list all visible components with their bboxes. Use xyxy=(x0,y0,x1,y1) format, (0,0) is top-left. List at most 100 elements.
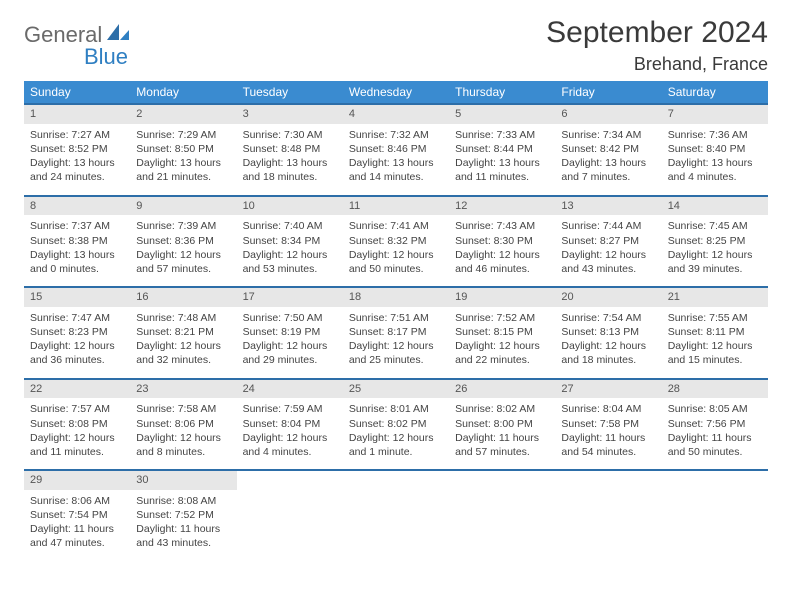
sunrise-line: Sunrise: 7:47 AM xyxy=(30,311,124,325)
sunrise-line: Sunrise: 7:27 AM xyxy=(30,128,124,142)
sunrise-line: Sunrise: 7:40 AM xyxy=(243,219,337,233)
calendar-day: 13Sunrise: 7:44 AMSunset: 8:27 PMDayligh… xyxy=(555,196,661,288)
calendar-day: 14Sunrise: 7:45 AMSunset: 8:25 PMDayligh… xyxy=(662,196,768,288)
calendar-week: 22Sunrise: 7:57 AMSunset: 8:08 PMDayligh… xyxy=(24,379,768,471)
daylight-line: and 53 minutes. xyxy=(243,262,337,276)
daylight-line: and 15 minutes. xyxy=(668,353,762,367)
sunset-line: Sunset: 7:52 PM xyxy=(136,508,230,522)
calendar-day: 17Sunrise: 7:50 AMSunset: 8:19 PMDayligh… xyxy=(237,287,343,379)
calendar-day: .. xyxy=(449,470,555,561)
daylight-line: Daylight: 12 hours xyxy=(349,431,443,445)
sunset-line: Sunset: 8:46 PM xyxy=(349,142,443,156)
daylight-line: Daylight: 11 hours xyxy=(561,431,655,445)
calendar-day: 10Sunrise: 7:40 AMSunset: 8:34 PMDayligh… xyxy=(237,196,343,288)
location: Brehand, France xyxy=(546,54,768,75)
calendar-day: 16Sunrise: 7:48 AMSunset: 8:21 PMDayligh… xyxy=(130,287,236,379)
day-body: Sunrise: 7:34 AMSunset: 8:42 PMDaylight:… xyxy=(555,124,661,195)
daylight-line: and 1 minute. xyxy=(349,445,443,459)
calendar-day: .. xyxy=(237,470,343,561)
day-body: Sunrise: 7:29 AMSunset: 8:50 PMDaylight:… xyxy=(130,124,236,195)
calendar-day: 3Sunrise: 7:30 AMSunset: 8:48 PMDaylight… xyxy=(237,104,343,196)
sunrise-line: Sunrise: 7:33 AM xyxy=(455,128,549,142)
daylight-line: and 18 minutes. xyxy=(243,170,337,184)
daylight-line: and 50 minutes. xyxy=(668,445,762,459)
daylight-line: Daylight: 12 hours xyxy=(243,248,337,262)
daylight-line: Daylight: 13 hours xyxy=(561,156,655,170)
day-body: Sunrise: 7:43 AMSunset: 8:30 PMDaylight:… xyxy=(449,215,555,286)
calendar-day: 4Sunrise: 7:32 AMSunset: 8:46 PMDaylight… xyxy=(343,104,449,196)
day-number: 14 xyxy=(662,197,768,216)
daylight-line: and 4 minutes. xyxy=(668,170,762,184)
day-number: 22 xyxy=(24,380,130,399)
title-block: September 2024 Brehand, France xyxy=(546,16,768,75)
sunset-line: Sunset: 8:42 PM xyxy=(561,142,655,156)
calendar-day: 21Sunrise: 7:55 AMSunset: 8:11 PMDayligh… xyxy=(662,287,768,379)
daylight-line: and 18 minutes. xyxy=(561,353,655,367)
daylight-line: Daylight: 12 hours xyxy=(243,431,337,445)
day-number: 9 xyxy=(130,197,236,216)
calendar-day: 7Sunrise: 7:36 AMSunset: 8:40 PMDaylight… xyxy=(662,104,768,196)
day-body: Sunrise: 7:45 AMSunset: 8:25 PMDaylight:… xyxy=(662,215,768,286)
day-number: 3 xyxy=(237,105,343,124)
day-body: Sunrise: 7:41 AMSunset: 8:32 PMDaylight:… xyxy=(343,215,449,286)
daylight-line: Daylight: 11 hours xyxy=(136,522,230,536)
sunset-line: Sunset: 8:23 PM xyxy=(30,325,124,339)
calendar-day: 1Sunrise: 7:27 AMSunset: 8:52 PMDaylight… xyxy=(24,104,130,196)
sunrise-line: Sunrise: 7:36 AM xyxy=(668,128,762,142)
sunset-line: Sunset: 8:40 PM xyxy=(668,142,762,156)
sunrise-line: Sunrise: 8:04 AM xyxy=(561,402,655,416)
day-body: Sunrise: 7:52 AMSunset: 8:15 PMDaylight:… xyxy=(449,307,555,378)
daylight-line: Daylight: 13 hours xyxy=(136,156,230,170)
daylight-line: and 11 minutes. xyxy=(30,445,124,459)
daylight-line: and 11 minutes. xyxy=(455,170,549,184)
daylight-line: and 39 minutes. xyxy=(668,262,762,276)
daylight-line: and 50 minutes. xyxy=(349,262,443,276)
daylight-line: and 0 minutes. xyxy=(30,262,124,276)
day-body: Sunrise: 8:04 AMSunset: 7:58 PMDaylight:… xyxy=(555,398,661,469)
day-number: 8 xyxy=(24,197,130,216)
calendar-day: 19Sunrise: 7:52 AMSunset: 8:15 PMDayligh… xyxy=(449,287,555,379)
sunrise-line: Sunrise: 7:58 AM xyxy=(136,402,230,416)
day-body: Sunrise: 8:06 AMSunset: 7:54 PMDaylight:… xyxy=(24,490,130,561)
calendar-day: 15Sunrise: 7:47 AMSunset: 8:23 PMDayligh… xyxy=(24,287,130,379)
sunrise-line: Sunrise: 8:05 AM xyxy=(668,402,762,416)
day-number: 4 xyxy=(343,105,449,124)
day-number: 12 xyxy=(449,197,555,216)
day-body: Sunrise: 7:51 AMSunset: 8:17 PMDaylight:… xyxy=(343,307,449,378)
header: General Blue September 2024 Brehand, Fra… xyxy=(24,16,768,75)
sunset-line: Sunset: 8:11 PM xyxy=(668,325,762,339)
calendar-day: 20Sunrise: 7:54 AMSunset: 8:13 PMDayligh… xyxy=(555,287,661,379)
daylight-line: and 24 minutes. xyxy=(30,170,124,184)
day-number: 24 xyxy=(237,380,343,399)
sunrise-line: Sunrise: 7:39 AM xyxy=(136,219,230,233)
day-body: Sunrise: 7:40 AMSunset: 8:34 PMDaylight:… xyxy=(237,215,343,286)
daylight-line: Daylight: 12 hours xyxy=(455,248,549,262)
sunset-line: Sunset: 8:19 PM xyxy=(243,325,337,339)
daylight-line: and 57 minutes. xyxy=(136,262,230,276)
calendar-day: 26Sunrise: 8:02 AMSunset: 8:00 PMDayligh… xyxy=(449,379,555,471)
calendar-day: 24Sunrise: 7:59 AMSunset: 8:04 PMDayligh… xyxy=(237,379,343,471)
day-body: Sunrise: 7:37 AMSunset: 8:38 PMDaylight:… xyxy=(24,215,130,286)
sunrise-line: Sunrise: 7:34 AM xyxy=(561,128,655,142)
day-body: Sunrise: 7:32 AMSunset: 8:46 PMDaylight:… xyxy=(343,124,449,195)
daylight-line: and 4 minutes. xyxy=(243,445,337,459)
sunset-line: Sunset: 8:30 PM xyxy=(455,234,549,248)
sunset-line: Sunset: 8:13 PM xyxy=(561,325,655,339)
daylight-line: and 54 minutes. xyxy=(561,445,655,459)
weekday-header: Sunday xyxy=(24,81,130,104)
sunset-line: Sunset: 8:50 PM xyxy=(136,142,230,156)
sunrise-line: Sunrise: 7:52 AM xyxy=(455,311,549,325)
sunrise-line: Sunrise: 8:01 AM xyxy=(349,402,443,416)
day-number: 20 xyxy=(555,288,661,307)
daylight-line: Daylight: 12 hours xyxy=(136,248,230,262)
calendar-day: 12Sunrise: 7:43 AMSunset: 8:30 PMDayligh… xyxy=(449,196,555,288)
day-body: Sunrise: 8:05 AMSunset: 7:56 PMDaylight:… xyxy=(662,398,768,469)
sunrise-line: Sunrise: 7:29 AM xyxy=(136,128,230,142)
day-body: Sunrise: 8:08 AMSunset: 7:52 PMDaylight:… xyxy=(130,490,236,561)
calendar-day: .. xyxy=(555,470,661,561)
sunset-line: Sunset: 8:38 PM xyxy=(30,234,124,248)
day-number: 27 xyxy=(555,380,661,399)
daylight-line: Daylight: 13 hours xyxy=(30,248,124,262)
daylight-line: Daylight: 12 hours xyxy=(243,339,337,353)
sunset-line: Sunset: 8:02 PM xyxy=(349,417,443,431)
